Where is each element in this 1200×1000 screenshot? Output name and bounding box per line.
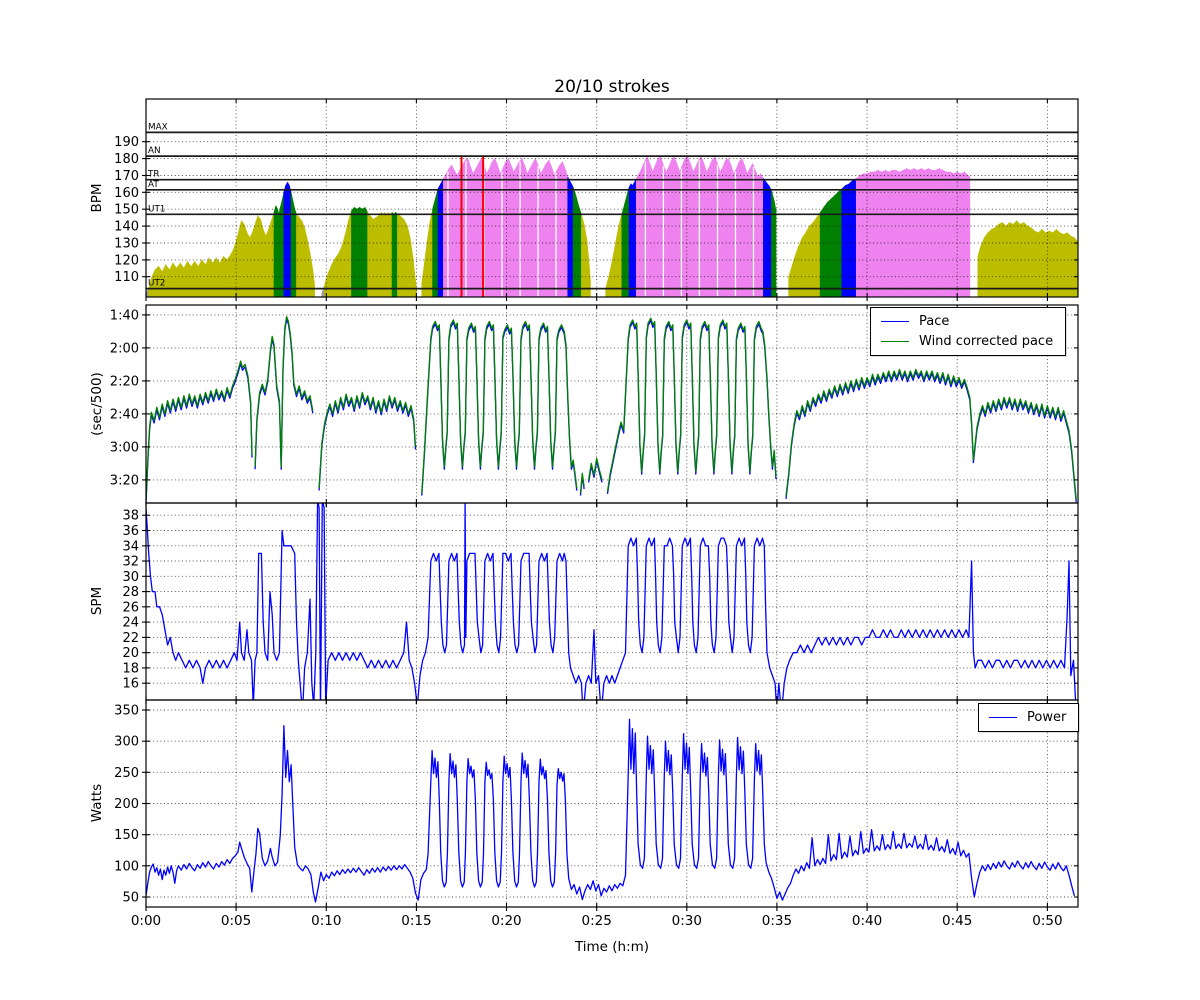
xtick-label: 0:15 [401,913,431,929]
xtick-label: 0:45 [942,913,972,929]
spm-grid [145,503,1078,700]
heart_rate-spine [145,98,1079,298]
hr-zone-label-UT1: UT1 [148,204,165,214]
pace-series-1 [146,315,1077,500]
pace-ytick-label: 2:00 [110,341,139,356]
legend-label-wind-corrected-pace: Wind corrected pace [919,334,1054,349]
spm-ytick-label: 28 [122,585,139,600]
xtick-label: 0:30 [672,913,702,929]
spm-ytick-label: 20 [122,646,139,661]
heart_rate-ytick-label: 150 [114,203,139,218]
chart-title: 20/10 strokes [554,77,670,97]
heart_rate-ytick-label: 140 [114,220,139,235]
legend-label-power: Power [1027,710,1067,725]
ylabel-spm: SPM [89,586,105,616]
spm-ytick-label: 24 [122,616,139,631]
watts-ytick-label: 200 [114,797,139,812]
ylabel-pace: (sec/500) [89,372,105,436]
hr-zone-label-UT2: UT2 [148,279,165,289]
watts-ytick-label: 300 [114,735,139,750]
xtick-label: 0:50 [1032,913,1062,929]
watts-ytick-label: 100 [114,859,139,874]
wind-corrected-pace-line-sample [881,341,909,342]
heart_rate-ytick-label: 130 [114,237,139,252]
xtick-label: 0:10 [311,913,341,929]
xlabel-time: Time (h:m) [574,939,650,955]
spm-ytick-label: 36 [122,524,139,539]
watts-ytick-label: 350 [114,704,139,719]
spm-ytick-label: 34 [122,539,139,554]
watts-ytick-label: 50 [122,891,139,906]
legend-item-wind-corrected-pace: Wind corrected pace [881,334,1053,349]
pace-legend: Pace Wind corrected pace [870,307,1067,356]
heart_rate-ytick-label: 110 [114,270,139,285]
watts-series-0 [146,718,1076,903]
power-legend: Power [978,703,1080,732]
watts-ytick-label: 250 [114,766,139,781]
heart_rate-ytick-label: 190 [114,135,139,150]
pace-ytick-label: 2:20 [110,374,139,389]
hr-zone-label-AT: AT [148,180,159,190]
xtick-label: 0:20 [491,913,521,929]
spm-ytick-label: 26 [122,600,139,615]
pace-ytick-label: 3:00 [110,440,139,455]
heart_rate-ytick-label: 180 [114,152,139,167]
pace-ytick-label: 3:20 [110,473,139,488]
power-line-sample [989,717,1017,718]
spm-spine [145,502,1079,701]
heart_rate-ytick-label: 120 [114,253,139,268]
spm-ytick-label: 16 [122,677,139,692]
spm-ytick-label: 30 [122,570,139,585]
spm-ytick-label: 32 [122,555,139,570]
heart_rate-ytick-label: 160 [114,186,139,201]
ylabel-watts: Watts [89,783,105,823]
legend-item-pace: Pace [881,314,1053,329]
hr-zone-label-AN: AN [148,146,161,156]
legend-label-pace: Pace [919,314,950,329]
watts-grid [145,700,1078,907]
hr-zone-label-TR: TR [147,170,160,180]
spm-series-0 [146,502,1077,701]
hr-zone-label-MAX: MAX [148,122,168,132]
pace-line-sample [881,321,909,322]
hr-zone-fill [146,155,1078,298]
ylabel-bpm: BPM [89,183,105,213]
legend-item-power: Power [989,710,1066,725]
spm-ytick-label: 22 [122,631,139,646]
xtick-label: 0:00 [131,913,161,929]
xtick-label: 0:40 [852,913,882,929]
xtick-label: 0:05 [221,913,251,929]
spm-ytick-label: 38 [122,509,139,524]
watts-ytick-label: 150 [114,828,139,843]
spm-ytick-label: 18 [122,661,139,676]
pace-ytick-label: 1:40 [110,308,139,323]
xtick-label: 0:35 [762,913,792,929]
pace-ytick-label: 2:40 [110,407,139,422]
xtick-label: 0:25 [582,913,612,929]
heart_rate-ytick-label: 170 [114,169,139,184]
